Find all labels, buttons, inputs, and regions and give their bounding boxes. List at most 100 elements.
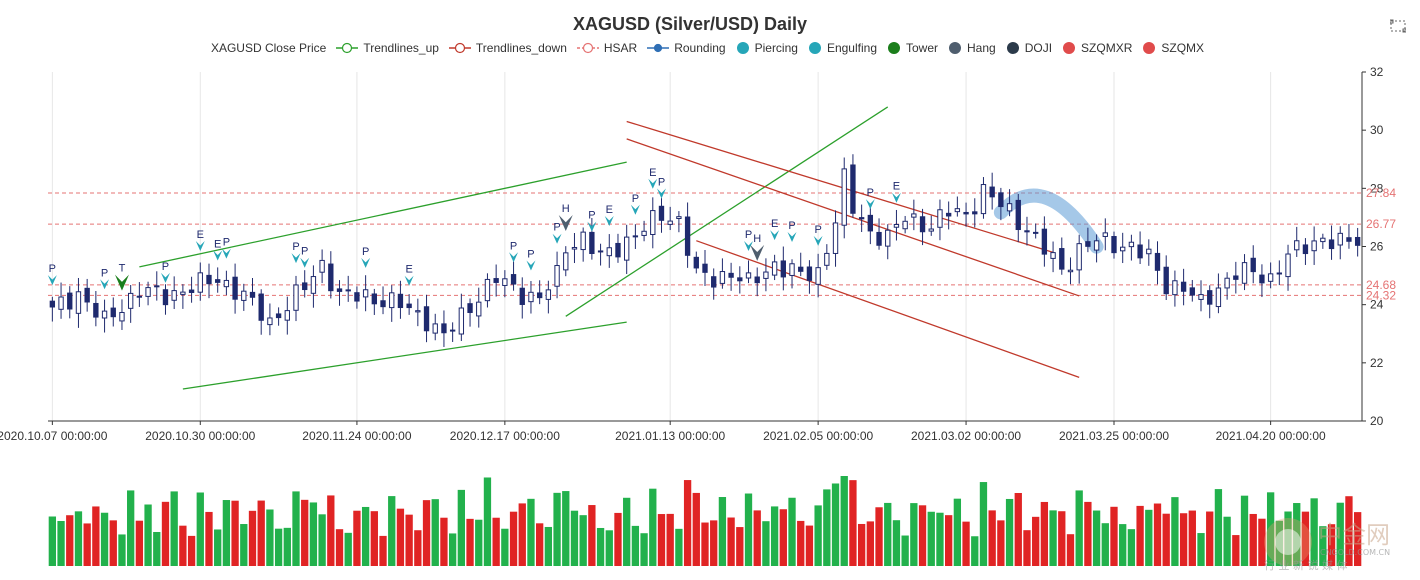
legend-item[interactable]: DOJI: [1006, 41, 1052, 55]
candle-body: [1241, 262, 1248, 284]
volume-bar: [1101, 523, 1109, 566]
volume-bar: [675, 528, 683, 566]
volume-bar: [831, 483, 840, 566]
volume-bar: [318, 514, 326, 566]
volume-bar: [1249, 513, 1257, 566]
marker-label: P: [527, 248, 534, 260]
candle-body: [919, 216, 926, 233]
volume-bar: [83, 523, 91, 566]
volume-bar: [475, 519, 483, 566]
legend-item[interactable]: Tower: [887, 41, 938, 55]
marker-label: P: [814, 224, 821, 236]
volume-bar: [74, 511, 83, 566]
piercing-marker: [221, 248, 231, 259]
legend-label: Trendlines_down: [475, 41, 567, 55]
legend-item[interactable]: Engulfing: [808, 41, 877, 55]
candle-body: [476, 301, 482, 317]
volume-bar: [544, 526, 553, 566]
candle-body: [441, 323, 447, 334]
legend-item[interactable]: Trendlines_down: [448, 41, 567, 55]
volume-bar: [127, 490, 135, 566]
candle-body: [885, 229, 891, 247]
marker-label: H: [753, 233, 761, 245]
volume-bar: [1232, 535, 1240, 566]
volume-bar: [814, 505, 822, 566]
watermark-tagline: 行 业 新 锐 媒 体: [1264, 558, 1347, 572]
volume-bar: [953, 498, 962, 566]
candle-body: [519, 287, 525, 305]
volume-bar: [562, 491, 570, 566]
volume-bar: [1162, 513, 1170, 566]
candle-body: [249, 291, 256, 298]
candle-body: [1050, 252, 1056, 259]
candle-body: [719, 271, 726, 284]
volume-bar: [762, 521, 770, 566]
candle-body: [1137, 244, 1143, 259]
volume-bar: [884, 502, 892, 566]
legend-item[interactable]: Piercing: [736, 41, 798, 55]
candle-body: [937, 209, 943, 228]
engulfing-marker: [648, 178, 658, 189]
volume-bar: [353, 510, 361, 566]
volume-bar: [292, 491, 300, 566]
legend-item[interactable]: Trendlines_up: [336, 41, 439, 55]
volume-bar: [553, 492, 561, 566]
volume-bar: [448, 533, 457, 566]
volume-bar: [666, 513, 674, 566]
candle-body: [824, 252, 830, 266]
volume-bar: [744, 493, 753, 566]
legend-item[interactable]: SZQMXR: [1062, 41, 1132, 55]
legend-label: Piercing: [754, 41, 798, 55]
legend-item[interactable]: HSAR: [576, 41, 637, 55]
marker-label: P: [510, 240, 517, 252]
volume-bar: [901, 535, 909, 566]
candles: [49, 154, 1361, 347]
volume-bar: [945, 515, 953, 566]
volume-bar: [1110, 506, 1118, 566]
legend-item[interactable]: Hang: [948, 41, 996, 55]
legend-item[interactable]: XAGUSD Close Price: [206, 41, 326, 55]
candle-body: [876, 231, 882, 246]
volume-bar: [927, 511, 935, 566]
candle-body: [1067, 269, 1074, 273]
trendline-down: [626, 120, 1054, 253]
candle-body: [858, 217, 865, 220]
candle-body: [171, 290, 177, 301]
candle-body: [954, 208, 961, 213]
candle-body: [989, 186, 995, 198]
volume-bar: [1197, 533, 1205, 566]
volume-bar: [988, 510, 996, 566]
candle-body: [1076, 243, 1082, 271]
candle-body: [354, 292, 360, 302]
engulfing-marker: [404, 275, 414, 286]
legend-item[interactable]: SZQMX: [1142, 41, 1204, 55]
volume-bar: [910, 503, 918, 566]
candle-body: [449, 329, 456, 332]
candle-body: [415, 310, 421, 313]
candle-body: [1085, 241, 1091, 247]
candle-body: [502, 278, 508, 286]
candle-body: [606, 247, 612, 257]
volume-bar: [422, 500, 431, 566]
candle-body: [1294, 240, 1300, 251]
candle-body: [563, 252, 569, 271]
volume-bar: [875, 507, 883, 566]
volume-bar: [579, 515, 587, 566]
volume-bar: [1040, 501, 1049, 566]
volume-bar: [1092, 510, 1101, 566]
legend-item[interactable]: Rounding: [647, 41, 726, 55]
y-tick-label: 30: [1370, 123, 1384, 137]
data-zoom-icon[interactable]: [1390, 18, 1406, 34]
volume-bar: [701, 522, 709, 566]
volume-bar: [1327, 524, 1336, 566]
candle-body: [458, 307, 465, 335]
volume-bar: [335, 529, 344, 566]
candle-body: [336, 288, 343, 292]
volume-bar: [857, 523, 866, 566]
volume-bar: [849, 480, 857, 566]
volume-bar: [1058, 511, 1066, 566]
marker-label: P: [292, 241, 299, 253]
candle-body: [1328, 239, 1335, 250]
candle-body: [310, 276, 317, 294]
hsar-level-label: 27.84: [1366, 186, 1396, 200]
